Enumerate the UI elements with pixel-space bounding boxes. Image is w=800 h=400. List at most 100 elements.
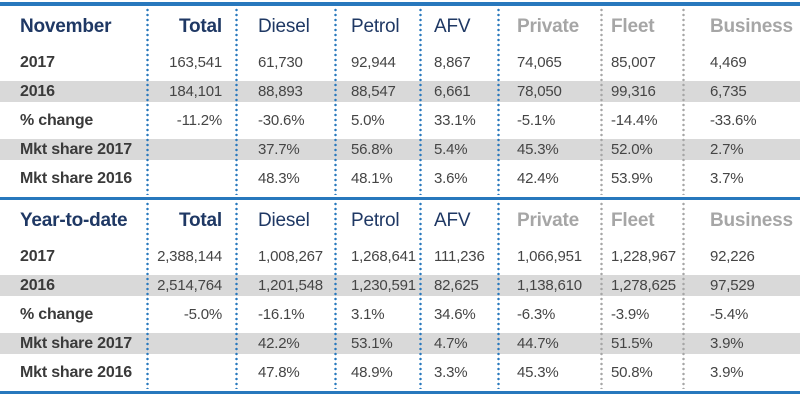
cell-petrol: 1,230,591 (351, 277, 416, 294)
cell-business: 3.9% (710, 364, 744, 381)
cell-petrol: 53.1% (351, 335, 393, 352)
cell-petrol: 56.8% (351, 141, 393, 158)
row-label: % change (20, 111, 94, 129)
cell-total: 2,388,144 (157, 248, 222, 265)
table-row: 2016 184,101 88,893 88,547 6,661 78,050 99,316… (0, 77, 800, 106)
table-row: 2017 163,541 61,730 92,944 8,867 74,065 85,007… (0, 48, 800, 77)
section-divider (0, 197, 800, 200)
cell-diesel: 1,008,267 (258, 248, 323, 265)
cell-business: 2.7% (710, 141, 744, 158)
cell-total: 163,541 (169, 54, 222, 71)
header-business: Business (710, 210, 793, 231)
column-separator (497, 8, 500, 195)
cell-private: 44.7% (517, 335, 559, 352)
table-bottom-border (0, 391, 800, 394)
table-row: Mkt share 2017 37.7% 56.8% 5.4% 45.3% 52.0% 2.… (0, 135, 800, 164)
cell-fleet: 85,007 (611, 54, 656, 71)
header-private: Private (517, 16, 579, 37)
table-row: Mkt share 2016 48.3% 48.1% 3.6% 42.4% 53.9% 3.… (0, 164, 800, 193)
table-row: % change -5.0% -16.1% 3.1% 34.6% -6.3% -3.9% -5… (0, 300, 800, 329)
header-diesel: Diesel (258, 210, 310, 231)
cell-diesel: 47.8% (258, 364, 300, 381)
cell-petrol: 92,944 (351, 54, 396, 71)
cell-private: 78,050 (517, 83, 562, 100)
cell-fleet: 1,278,625 (611, 277, 676, 294)
cell-business: 4,469 (710, 54, 747, 71)
cell-diesel: 1,201,548 (258, 277, 323, 294)
cell-petrol: 88,547 (351, 83, 396, 100)
cell-fleet: -3.9% (611, 306, 650, 323)
cell-petrol: 3.1% (351, 306, 385, 323)
column-separator (497, 202, 500, 389)
cell-private: 74,065 (517, 54, 562, 71)
column-separator (235, 8, 238, 195)
column-separator (600, 202, 603, 389)
cell-business: 92,226 (710, 248, 755, 265)
cell-diesel: 88,893 (258, 83, 303, 100)
table-top-border (0, 2, 800, 6)
header-diesel: Diesel (258, 16, 310, 37)
cell-diesel: -30.6% (258, 112, 305, 129)
cell-total: -5.0% (183, 306, 222, 323)
cell-fleet: 1,228,967 (611, 248, 676, 265)
cell-total: -11.2% (176, 112, 222, 129)
cell-business: 3.9% (710, 335, 744, 352)
cell-business: -5.4% (710, 306, 749, 323)
column-separator (235, 202, 238, 389)
cell-private: 1,138,610 (517, 277, 582, 294)
header-total: Total (179, 210, 222, 231)
header-fleet: Fleet (611, 210, 655, 231)
cell-afv: 3.3% (434, 364, 468, 381)
table-row: 2017 2,388,144 1,008,267 1,268,641 111,236 1,… (0, 242, 800, 271)
cell-petrol: 48.9% (351, 364, 393, 381)
row-label: 2016 (20, 82, 55, 100)
header-fleet: Fleet (611, 16, 655, 37)
column-separator (146, 8, 149, 195)
cell-fleet: 53.9% (611, 170, 653, 187)
row-label: Mkt share 2017 (20, 140, 132, 158)
row-label: Mkt share 2016 (20, 169, 132, 187)
table-row: Mkt share 2016 47.8% 48.9% 3.3% 45.3% 50.8% 3.… (0, 358, 800, 387)
table-row: % change -11.2% -30.6% 5.0% 33.1% -5.1% -14.4%… (0, 106, 800, 135)
header-afv: AFV (434, 16, 471, 37)
column-separator (146, 202, 149, 389)
cell-fleet: 52.0% (611, 141, 653, 158)
cell-private: 1,066,951 (517, 248, 582, 265)
table-row: 2016 2,514,764 1,201,548 1,230,591 82,625 1,1… (0, 271, 800, 300)
cell-afv: 5.4% (434, 141, 468, 158)
section-november: November Total Diesel Petrol AFV Private Fleet… (0, 6, 800, 197)
table-header-row: Year-to-date Total Diesel Petrol AFV Private F… (0, 200, 800, 242)
row-label: 2017 (20, 53, 55, 71)
cell-private: -6.3% (517, 306, 556, 323)
cell-private: 45.3% (517, 364, 559, 381)
cell-fleet: 50.8% (611, 364, 653, 381)
cell-petrol: 1,268,641 (351, 248, 416, 265)
cell-diesel: 48.3% (258, 170, 300, 187)
cell-diesel: -16.1% (258, 306, 305, 323)
header-business: Business (710, 16, 793, 37)
row-label: 2017 (20, 247, 55, 265)
row-label: Mkt share 2016 (20, 363, 132, 381)
cell-afv: 111,236 (434, 248, 485, 265)
cell-total: 2,514,764 (157, 277, 222, 294)
cell-afv: 4.7% (434, 335, 468, 352)
cell-afv: 8,867 (434, 54, 471, 71)
cell-afv: 3.6% (434, 170, 468, 187)
header-afv: AFV (434, 210, 471, 231)
header-total: Total (179, 16, 222, 37)
cell-fleet: -14.4% (611, 112, 658, 129)
cell-afv: 82,625 (434, 277, 479, 294)
cell-private: 45.3% (517, 141, 559, 158)
column-separator (419, 202, 422, 389)
cell-petrol: 5.0% (351, 112, 385, 129)
row-label: % change (20, 305, 94, 323)
header-petrol: Petrol (351, 16, 400, 37)
cell-business: 3.7% (710, 170, 744, 187)
table-header-row: November Total Diesel Petrol AFV Private Fleet… (0, 6, 800, 48)
cell-diesel: 37.7% (258, 141, 300, 158)
column-separator (682, 8, 685, 195)
cell-petrol: 48.1% (351, 170, 393, 187)
cell-afv: 6,661 (434, 83, 471, 100)
table-row: Mkt share 2017 42.2% 53.1% 4.7% 44.7% 51.5% 3.… (0, 329, 800, 358)
